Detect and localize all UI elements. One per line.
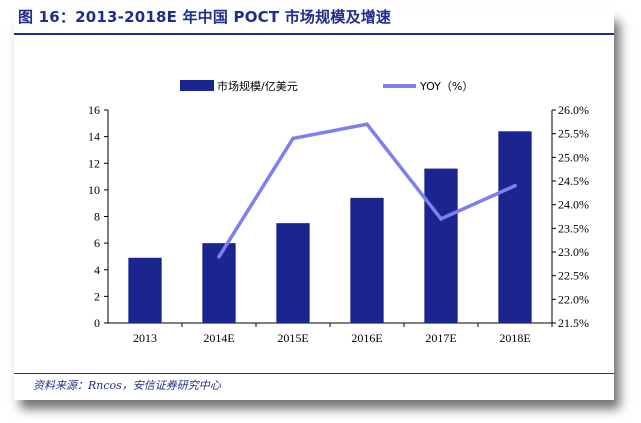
- x-tick-label: 2014E: [203, 331, 234, 345]
- figure-title: 图 16：2013-2018E 年中国 POCT 市场规模及增速: [18, 8, 392, 26]
- yoy-point-2017E: [439, 217, 443, 221]
- bar-2016E: [350, 197, 384, 323]
- x-tick-label: 2013: [133, 331, 157, 345]
- left-tick-label: 8: [94, 210, 100, 224]
- right-tick-label: 22.5%: [558, 269, 589, 283]
- x-tick-label: 2016E: [351, 331, 382, 345]
- left-tick-label: 4: [94, 263, 100, 277]
- title-rule: [14, 33, 614, 35]
- left-tick-label: 2: [94, 289, 100, 303]
- bar-2017E: [424, 168, 458, 323]
- legend-line-label: YOY（%）: [419, 80, 473, 93]
- left-tick-label: 16: [88, 103, 100, 117]
- left-tick-label: 6: [94, 236, 100, 250]
- bar-2018E: [498, 131, 532, 323]
- right-tick-group: 21.5% 22.0% 22.5% 23.0% 23.5% 24.0% 24.5% 25.0%…: [552, 103, 589, 330]
- x-tick-label: 2018E: [499, 331, 530, 345]
- right-tick-label: 24.0%: [558, 198, 589, 212]
- bar-2015E: [276, 223, 310, 323]
- x-tick-label: 2015E: [277, 331, 308, 345]
- bar-series: [128, 131, 532, 323]
- right-tick-label: 25.0%: [558, 150, 589, 164]
- source-rule: [14, 373, 614, 374]
- right-tick-label: 23.5%: [558, 221, 589, 235]
- legend-bar-swatch: [180, 80, 214, 91]
- right-tick-label: 24.5%: [558, 174, 589, 188]
- right-tick-label: 23.0%: [558, 245, 589, 259]
- yoy-point-2018E: [513, 183, 517, 188]
- yoy-point-2016E: [365, 122, 369, 126]
- left-tick-group: 0 2 4 6 8 10 12 14 16: [88, 103, 108, 330]
- yoy-series: [217, 122, 517, 259]
- yoy-point-2015E: [291, 136, 295, 141]
- left-tick-label: 10: [88, 183, 100, 197]
- right-tick-label: 26.0%: [558, 103, 589, 117]
- left-tick-label: 14: [88, 130, 100, 144]
- x-tick-label: 2017E: [425, 331, 456, 345]
- source-note: 资料来源：Rncos，安信证券研究中心: [33, 379, 221, 392]
- legend-bar-label: 市场规模/亿美元: [217, 79, 298, 93]
- right-tick-label: 25.5%: [558, 127, 589, 141]
- yoy-point-2014E: [217, 254, 221, 259]
- right-tick-label: 21.5%: [558, 316, 589, 330]
- left-tick-label: 12: [88, 156, 100, 170]
- right-tick-label: 22.0%: [558, 292, 589, 306]
- left-tick-label: 0: [94, 316, 100, 330]
- x-tick-labels: 2013 2014E 2015E 2016E 2017E 2018E: [133, 323, 553, 345]
- bar-2013: [128, 257, 162, 323]
